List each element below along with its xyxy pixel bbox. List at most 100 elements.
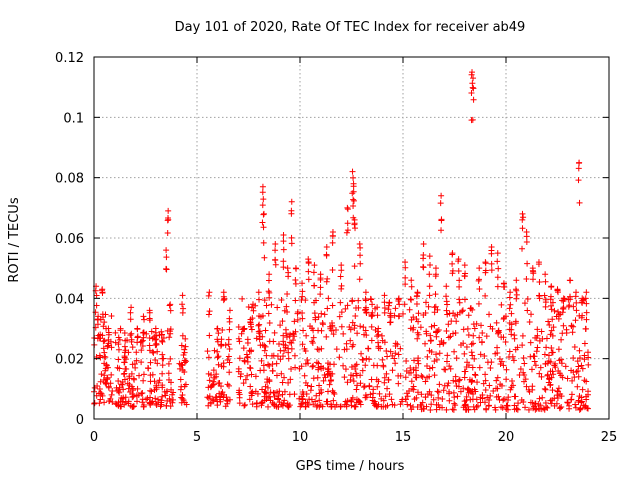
data-point	[456, 283, 463, 290]
data-point	[147, 372, 154, 379]
data-point	[280, 246, 287, 253]
data-point	[272, 256, 279, 263]
data-point	[152, 395, 159, 402]
data-point	[343, 229, 350, 236]
data-point	[498, 404, 505, 411]
data-point	[351, 220, 358, 227]
data-point	[263, 390, 270, 397]
data-point	[534, 326, 541, 333]
data-point	[452, 402, 459, 409]
data-point	[265, 277, 272, 284]
data-point	[502, 338, 509, 345]
data-point	[387, 314, 394, 321]
data-point	[236, 400, 243, 407]
data-point	[284, 291, 291, 298]
data-point	[272, 241, 279, 248]
data-point	[149, 398, 156, 405]
data-point	[527, 353, 534, 360]
data-point	[585, 388, 592, 395]
data-point	[329, 302, 336, 309]
data-point	[433, 351, 440, 358]
data-point	[350, 203, 357, 210]
data-point	[299, 341, 306, 348]
data-point	[519, 225, 526, 232]
data-point	[487, 365, 494, 372]
data-point	[303, 391, 310, 398]
data-point	[297, 403, 304, 410]
data-point	[131, 376, 138, 383]
data-point	[153, 336, 160, 343]
data-point	[262, 389, 269, 396]
data-point	[558, 356, 565, 363]
data-point	[480, 380, 487, 387]
data-point	[374, 312, 381, 319]
data-point	[112, 339, 119, 346]
data-point	[116, 384, 123, 391]
data-point	[478, 322, 485, 329]
data-point	[526, 318, 533, 325]
data-point	[434, 388, 441, 395]
data-point	[578, 398, 585, 405]
data-point	[349, 190, 356, 197]
data-point	[435, 326, 442, 333]
data-point	[443, 327, 450, 334]
data-point	[385, 302, 392, 309]
data-point	[368, 296, 375, 303]
data-point	[414, 389, 421, 396]
data-point	[91, 399, 98, 406]
data-point	[387, 348, 394, 355]
data-point	[350, 174, 357, 181]
data-point	[493, 319, 500, 326]
data-point	[292, 297, 299, 304]
data-point	[93, 302, 100, 309]
data-point	[469, 364, 476, 371]
data-point	[144, 395, 151, 402]
data-point	[219, 389, 226, 396]
data-point	[456, 277, 463, 284]
data-point	[302, 360, 309, 367]
data-point	[316, 382, 323, 389]
data-point	[461, 296, 468, 303]
data-point	[248, 348, 255, 355]
data-point	[470, 340, 477, 347]
data-point	[498, 358, 505, 365]
data-point	[523, 276, 530, 283]
data-point	[474, 379, 481, 386]
data-point	[120, 386, 127, 393]
data-point	[495, 329, 502, 336]
data-point	[133, 349, 140, 356]
data-point	[535, 261, 542, 268]
data-point	[529, 276, 536, 283]
data-point	[347, 326, 354, 333]
data-point	[324, 275, 331, 282]
data-point	[264, 384, 271, 391]
data-point	[104, 343, 111, 350]
data-point	[97, 354, 104, 361]
data-point	[573, 307, 580, 314]
data-point	[215, 353, 222, 360]
data-point	[317, 276, 324, 283]
data-point	[259, 202, 266, 209]
data-point	[168, 379, 175, 386]
data-point	[338, 282, 345, 289]
data-point	[269, 367, 276, 374]
x-tick-label: 0	[90, 430, 98, 445]
data-point	[342, 305, 349, 312]
data-point	[244, 340, 251, 347]
data-point	[272, 261, 279, 268]
data-point	[508, 384, 515, 391]
data-point	[384, 353, 391, 360]
data-point	[420, 241, 427, 248]
data-point	[267, 397, 274, 404]
data-point	[444, 382, 451, 389]
data-point	[318, 310, 325, 317]
data-point	[407, 365, 414, 372]
data-point	[241, 402, 248, 409]
data-point	[574, 383, 581, 390]
data-point	[355, 297, 362, 304]
data-point	[494, 283, 501, 290]
y-tick-label: 0.04	[55, 292, 84, 307]
data-point	[324, 305, 331, 312]
data-point	[97, 335, 104, 342]
